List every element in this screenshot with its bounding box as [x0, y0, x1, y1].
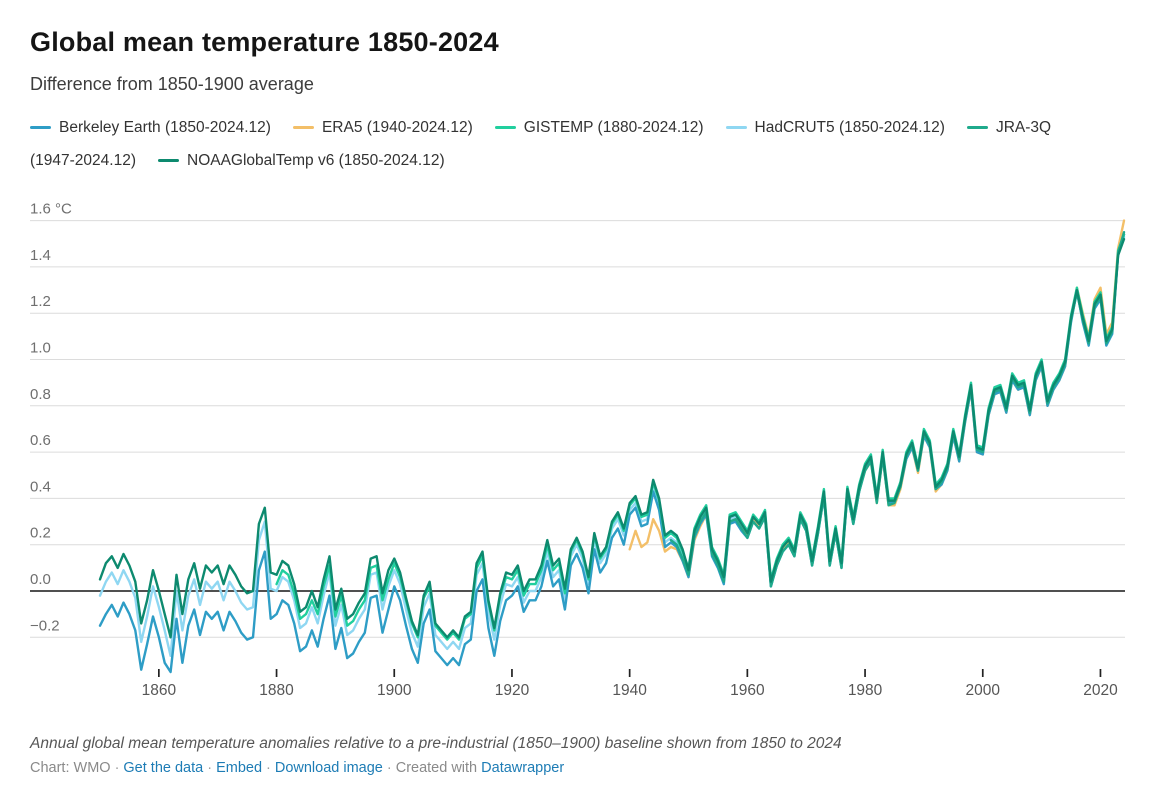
- series-line: [98, 235, 1126, 658]
- credit-link-get-the-data[interactable]: Get the data: [123, 760, 204, 777]
- x-axis-tick-label: 1860: [142, 682, 177, 699]
- credit-created-with: Created with: [395, 760, 478, 777]
- legend-swatch-icon: [158, 158, 179, 163]
- legend-item: NOAAGlobalTemp v6 (1850-2024.12): [158, 152, 445, 169]
- legend-item-label: Berkeley Earth (1850-2024.12): [59, 119, 271, 137]
- y-axis-tick-label: 0.6: [30, 432, 51, 449]
- y-axis-tick-label: 0.0: [30, 571, 51, 588]
- credit-separator: ·: [114, 760, 120, 777]
- legend-item: GISTEMP (1880-2024.12): [494, 119, 704, 137]
- x-axis-tick-label: 2020: [1083, 682, 1118, 699]
- legend-swatch-icon: [966, 125, 988, 130]
- page-title: Global mean temperature 1850-2024: [30, 27, 499, 57]
- legend-item: ERA5 (1940-2024.12): [292, 119, 473, 137]
- legend-item-label: GISTEMP (1880-2024.12): [523, 119, 704, 137]
- legend-item-label: HadCRUT5 (1850-2024.12): [754, 119, 945, 137]
- x-axis-tick-label: 1920: [495, 682, 530, 699]
- credit-separator: ·: [207, 760, 213, 777]
- legend-swatch-icon: [292, 125, 314, 130]
- credit-separator: ·: [386, 760, 392, 777]
- legend-item: JRA-3Q (1947-2024.12): [30, 119, 1051, 169]
- chart-container: Global mean temperature 1850-2024 Differ…: [30, 27, 1126, 776]
- credit-source: Chart: WMO: [30, 760, 111, 777]
- legend-item-label: ERA5 (1940-2024.12): [321, 119, 473, 137]
- legend-swatch-icon: [30, 125, 51, 130]
- x-axis-tick-label: 1960: [730, 682, 765, 699]
- legend: Berkeley Earth (1850-2024.12) ERA5 (1940-…: [30, 111, 1100, 177]
- series-line: [275, 233, 1126, 642]
- y-axis-tick-label: 0.4: [30, 479, 51, 496]
- y-axis-tick-label: 0.8: [30, 386, 51, 403]
- legend-item: HadCRUT5 (1850-2024.12): [725, 119, 945, 137]
- y-axis-tick-label: 0.2: [30, 525, 51, 542]
- x-axis-tick-label: 1980: [848, 682, 883, 699]
- legend-swatch-icon: [725, 125, 747, 130]
- credit-link-download-image[interactable]: Download image: [274, 760, 383, 777]
- legend-item: Berkeley Earth (1850-2024.12): [30, 119, 271, 136]
- y-axis-tick-label: 1.0: [30, 340, 51, 357]
- y-axis-tick-label: 1.6 °C: [30, 201, 72, 218]
- series-line: [98, 238, 1126, 639]
- x-axis-tick-label: 1880: [259, 682, 294, 699]
- temperature-chart: 1.6 °C 1.4 1.2 1.0 0.8 0.6 0.4 0.2 0.0 −0.2 1860 18…: [30, 201, 1126, 699]
- credit-line: Chart: WMO · Get the data · Embed · Download i…: [30, 760, 1125, 776]
- legend-item-label: NOAAGlobalTemp v6 (1850-2024.12): [187, 152, 445, 170]
- y-axis-tick-label: −0.2: [30, 618, 60, 635]
- legend-item-label: JRA-3Q (1947-2024.12): [30, 119, 1052, 170]
- x-axis-tick-label: 1900: [377, 682, 412, 699]
- credit-separator: ·: [266, 760, 271, 777]
- credit-brand-link[interactable]: Datawrapper: [481, 760, 565, 777]
- x-axis-tick-label: 2000: [966, 682, 1001, 699]
- footer-note: Annual global mean temperature anomalies…: [30, 735, 842, 753]
- y-axis-tick-label: 1.4: [30, 247, 51, 264]
- series-line: [669, 231, 1126, 588]
- chart-subtitle: Difference from 1850-1900 average: [30, 74, 314, 95]
- legend-swatch-icon: [494, 125, 516, 130]
- y-axis-tick-label: 1.2: [30, 294, 51, 311]
- x-axis-tick-label: 1940: [612, 682, 647, 699]
- credit-link-embed[interactable]: Embed: [216, 760, 263, 777]
